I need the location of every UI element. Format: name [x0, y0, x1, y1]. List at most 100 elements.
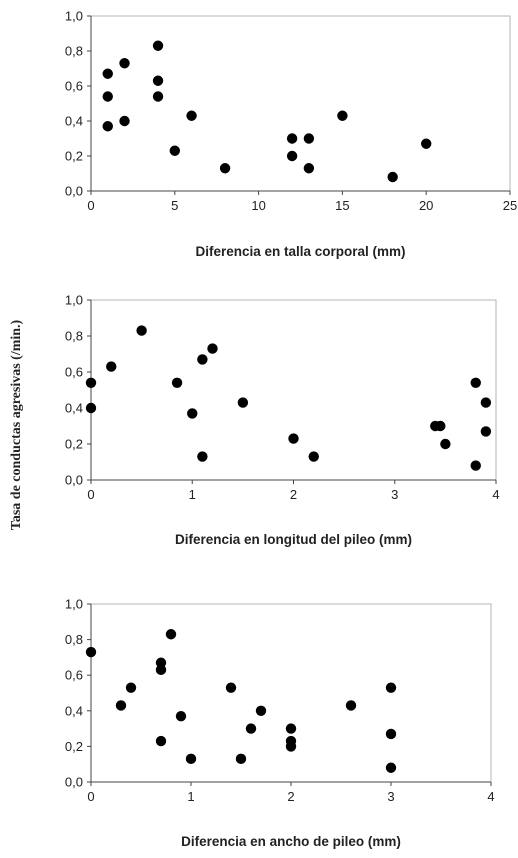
chart2-y-tick-label: 0,2 — [65, 437, 83, 452]
chart2-data-point — [480, 426, 492, 437]
chart1-data-point — [387, 171, 398, 183]
chart2-data-point — [106, 361, 117, 372]
chart1-data-point — [286, 133, 298, 144]
chart1-data-point — [152, 40, 164, 51]
chart3-data-point — [155, 657, 167, 668]
chart1-data-point — [169, 145, 180, 156]
chart2-x-axis-label: Diferencia en longitud del pileo (mm) — [175, 532, 412, 547]
chart1-data-point — [286, 150, 298, 162]
chart2-plot-frame — [90, 299, 497, 481]
chart3-data-point — [155, 735, 167, 747]
chart2-x-tick-label: 0 — [87, 487, 94, 502]
chart3-data-point — [185, 753, 197, 765]
chart2-data-point — [288, 433, 299, 444]
chart3-data-point — [285, 741, 297, 752]
chart3-group: 0,0 0,2 0,4 0,6 0,8 1,0 0 1 2 3 4 Diferencia en anc… — [65, 597, 495, 850]
chart2-data-point — [197, 354, 208, 365]
chart1-data-point — [102, 91, 113, 102]
chart1-data-point — [102, 121, 113, 132]
chart3-data-point — [125, 682, 137, 693]
chart2-data-point — [440, 438, 451, 450]
chart1-x-tick-label: 25 — [503, 198, 517, 213]
chart1-y-tick-label: 0,4 — [65, 114, 83, 129]
chart2-data-point — [480, 397, 492, 408]
chart2-data-point — [470, 460, 481, 471]
chart2-y-tick-label: 0,0 — [65, 473, 83, 488]
chart2-y-tick-label: 0,6 — [65, 365, 83, 380]
chart3-data-point — [165, 629, 177, 640]
chart3-data-point — [285, 723, 297, 734]
chart3-x-tick-label: 4 — [487, 789, 494, 804]
chart1-data-point — [421, 138, 432, 149]
chart3-y-tick-label: 0,0 — [65, 775, 83, 790]
chart1-x-tick-label: 0 — [87, 198, 94, 213]
chart1-y-tick-label: 1,0 — [65, 9, 83, 24]
chart2-data-point — [136, 325, 147, 336]
chart1-y-tick-label: 0,8 — [65, 44, 83, 59]
chart2-x-tick-label: 1 — [189, 487, 196, 502]
chart3-x-axis-label: Diferencia en ancho de pileo (mm) — [181, 834, 401, 849]
chart3-data-point — [85, 646, 97, 658]
chart1-data-point — [303, 133, 315, 144]
chart3-y-tick-label: 0,2 — [65, 739, 83, 754]
chart3-y-tick-label: 0,4 — [65, 703, 83, 718]
chart3-x-tick-label: 1 — [187, 789, 194, 804]
chart1-y-tick-label: 0,0 — [65, 184, 83, 199]
chart3-x-tick-label: 3 — [387, 789, 394, 804]
chart3-data-point — [155, 664, 167, 676]
chart3-x-tick-label: 0 — [87, 789, 94, 804]
chart3-x-tick-label: 2 — [287, 789, 294, 804]
chart2-data-point — [308, 451, 319, 462]
chart2-data-point — [435, 420, 446, 432]
chart3-data-point — [385, 682, 397, 693]
chart2-data-point — [171, 377, 183, 388]
chart1-data-point — [152, 91, 164, 102]
chart2-y-tick-label: 0,8 — [65, 329, 83, 344]
chart3-data-point — [235, 753, 247, 765]
chart2-data-point — [470, 377, 481, 388]
chart2-x-tick-label: 3 — [391, 487, 398, 502]
chart3-data-point — [255, 705, 267, 716]
chart1-x-tick-label: 15 — [335, 198, 349, 213]
chart1-data-point — [337, 110, 348, 121]
chart1-data-point — [219, 163, 231, 174]
chart3-data-point — [225, 682, 237, 693]
chart2-group: 0,0 0,2 0,4 0,6 0,8 1,0 0 1 2 3 4 Diferencia en lon… — [65, 293, 500, 548]
chart3-data-point — [175, 710, 187, 722]
chart2-data-point — [197, 451, 208, 462]
chart1-x-axis-label: Diferencia en talla corporal (mm) — [195, 244, 405, 259]
chart3-y-tick-label: 1,0 — [65, 597, 83, 612]
chart3-plot-frame — [90, 603, 492, 783]
chart1-data-point — [119, 58, 130, 69]
chart1-plot-frame — [90, 15, 511, 192]
chart1-data-point — [102, 68, 113, 79]
chart1-x-tick-label: 10 — [251, 198, 265, 213]
chart3-data-point — [245, 723, 257, 734]
chart1-data-point — [152, 75, 164, 86]
chart1-x-tick-label: 5 — [171, 198, 178, 213]
chart2-x-tick-label: 4 — [492, 487, 499, 502]
chart2-y-tick-label: 1,0 — [65, 293, 83, 308]
chart1-x-tick-label: 20 — [419, 198, 433, 213]
chart2-x-tick-label: 2 — [290, 487, 297, 502]
chart3-y-tick-label: 0,6 — [65, 668, 83, 683]
chart3-data-point — [345, 700, 357, 711]
shared-y-axis-label: Tasa de conductas agresivas (/min.) — [9, 319, 24, 530]
chart1-y-tick-label: 0,2 — [65, 149, 83, 164]
chart1-data-point — [186, 110, 197, 121]
chart1-group: 0,0 0,2 0,4 0,6 0,8 1,0 0 5 10 15 20 25 Diferencia e… — [65, 9, 517, 260]
chart1-data-point — [303, 163, 315, 174]
chart2-data-point — [85, 377, 97, 388]
chart2-data-point — [237, 397, 249, 408]
chart2-y-tick-label: 0,4 — [65, 401, 83, 416]
chart1-y-tick-label: 0,6 — [65, 79, 83, 94]
chart2-data-point — [187, 408, 198, 419]
chart3-data-point — [385, 728, 397, 740]
chart2-data-point — [207, 343, 218, 354]
chart3-y-tick-label: 0,8 — [65, 632, 83, 647]
chart3-data-point — [115, 700, 127, 711]
chart1-data-point — [119, 115, 130, 127]
chart2-data-point — [85, 402, 97, 414]
chart3-data-point — [385, 762, 397, 773]
